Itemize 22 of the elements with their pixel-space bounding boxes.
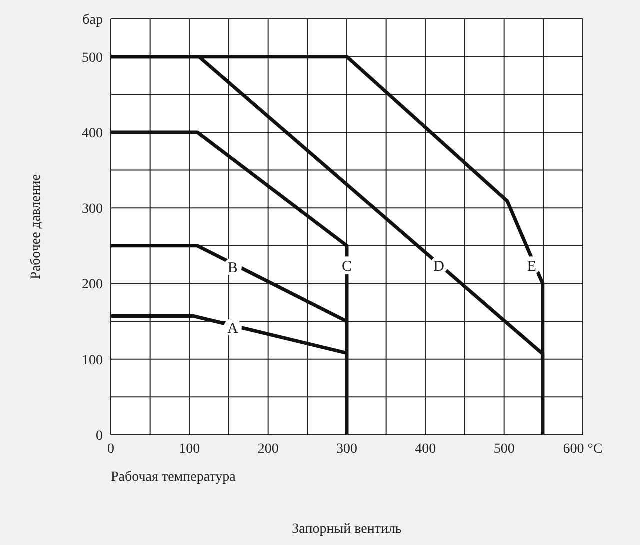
- x-axis-title: Рабочая температура: [111, 470, 236, 486]
- x-tick-label: 200: [258, 442, 279, 457]
- x-tick-label: 300: [336, 442, 358, 457]
- annotation: D: [434, 258, 445, 275]
- x-tick-label: 500: [494, 442, 515, 457]
- y-tick-label: 400: [82, 126, 103, 142]
- y-tick-label: 0: [96, 428, 103, 444]
- annotation: C: [342, 258, 352, 275]
- annotation: A: [228, 320, 239, 337]
- x-tick-label: 600 °C: [563, 442, 603, 457]
- y-tick-label: 100: [82, 353, 103, 368]
- y-axis-title: Рабочее давление: [28, 174, 44, 280]
- y-tick-label: 300: [82, 202, 103, 218]
- annotation: B: [228, 260, 238, 276]
- y-tick-label: бар: [82, 12, 103, 28]
- x-tick-label: 100: [179, 442, 200, 457]
- y-tick-label: 500: [82, 50, 103, 66]
- x-tick-label: 400: [415, 442, 436, 457]
- annotation: E: [527, 258, 536, 275]
- y-tick-label: 200: [82, 278, 103, 293]
- text: Запорный вентиль: [291, 522, 403, 538]
- x-tick-label: 0: [108, 442, 114, 457]
